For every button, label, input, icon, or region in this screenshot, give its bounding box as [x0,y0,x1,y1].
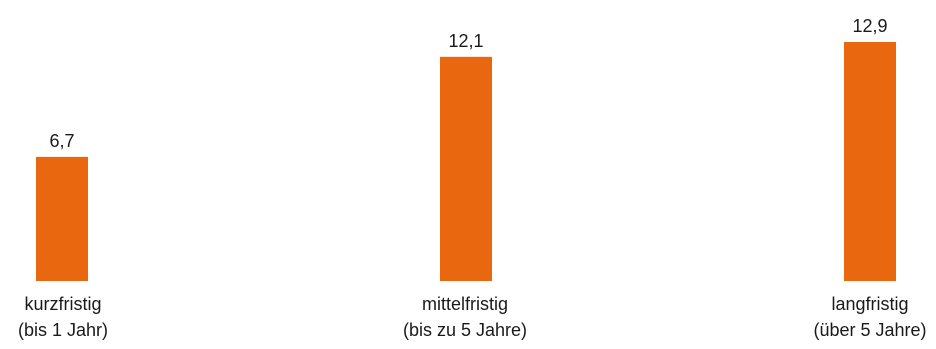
value-labels-group: 6,7 12,1 12,9 [49,16,887,151]
category-label-1-line-2: (bis 1 Jahr) [18,320,108,340]
bar-3 [844,42,896,281]
category-label-3-line-1: langfristig [831,294,908,314]
category-labels-group: kurzfristig (bis 1 Jahr) mittelfristig (bis… [18,294,927,340]
value-label-3: 12,9 [852,16,887,36]
category-label-1-line-1: kurzfristig [24,294,101,314]
bar-1 [36,156,88,281]
category-label-2-line-1: mittelfristig [422,294,508,314]
bar-2 [440,56,492,282]
category-label-2-line-2: (bis zu 5 Jahre) [403,320,527,340]
category-label-3-line-2: (über 5 Jahre) [813,320,926,340]
value-label-1: 6,7 [49,131,74,151]
bars-group [36,42,896,282]
value-label-2: 12,1 [448,31,483,51]
